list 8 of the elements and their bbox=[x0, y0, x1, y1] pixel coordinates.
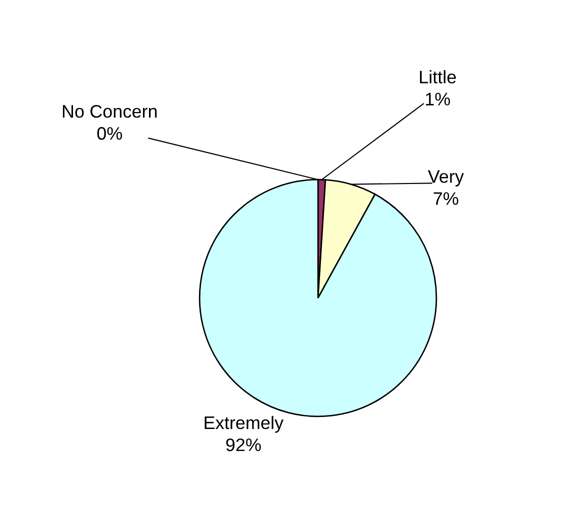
category-label: No Concern bbox=[62, 104, 157, 118]
slice-label: Little bbox=[420, 70, 456, 84]
data-label: 1% bbox=[426, 92, 450, 106]
text: 0% bbox=[97, 127, 122, 140]
data-label: 92% bbox=[226, 438, 261, 452]
slice-label: Very bbox=[428, 170, 464, 186]
data-label: 7% bbox=[434, 192, 458, 205]
slice-label: Extremely bbox=[204, 416, 284, 433]
